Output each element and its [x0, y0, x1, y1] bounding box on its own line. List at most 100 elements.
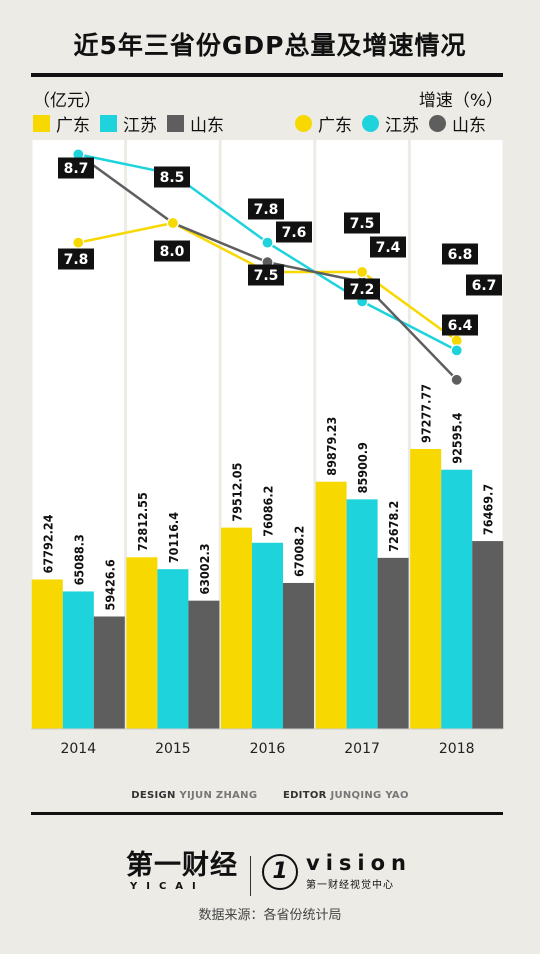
growth-value-label: 6.7 — [472, 278, 497, 294]
gdp-unit-label: （亿元） — [33, 91, 101, 111]
growth-value-label: 8.0 — [160, 244, 185, 260]
growth-value-label: 7.4 — [376, 240, 401, 256]
gdp-bar — [62, 591, 94, 729]
growth-value-label: 7.2 — [350, 282, 375, 298]
x-tick-label: 2014 — [60, 741, 96, 757]
design-label: DESIGN — [131, 790, 176, 801]
gdp-bar — [188, 600, 220, 729]
growth-label-box — [248, 264, 284, 286]
gdp-value-label: 65088.3 — [71, 534, 86, 585]
gdp-bar — [410, 449, 442, 729]
top-rule — [31, 73, 503, 77]
editor-label: EDITOR — [282, 790, 327, 801]
gdp-value-label: 97277.77 — [419, 384, 434, 443]
legend-item-guangdong: 广东 — [33, 111, 90, 136]
growth-value-label: 8.5 — [160, 170, 185, 186]
gdp-value-label: 92595.4 — [450, 412, 465, 463]
growth-point — [261, 236, 274, 249]
legend-label: 广东 — [318, 115, 352, 136]
legend-swatch — [100, 114, 117, 132]
design-name: YIJUN ZHANG — [179, 790, 258, 801]
x-tick-label: 2015 — [155, 741, 191, 757]
growth-label-box — [154, 240, 190, 262]
growth-label-box — [58, 157, 94, 179]
gdp-bar — [472, 541, 504, 729]
growth-label-box — [154, 166, 190, 188]
x-tick-label: 2018 — [439, 741, 475, 757]
gdp-bar — [157, 569, 189, 729]
gdp-value-label: 72812.55 — [135, 492, 150, 551]
growth-value-label: 8.7 — [64, 161, 89, 177]
growth-point — [166, 216, 179, 230]
growth-point — [450, 373, 463, 386]
legend-item-shandong: 山东 — [167, 111, 224, 136]
growth-value-label: 7.5 — [350, 216, 375, 232]
growth-unit-label: 增速（%） — [418, 91, 503, 111]
gdp-bar — [346, 499, 378, 729]
legend-swatch — [33, 114, 50, 132]
legend-label: 山东 — [452, 115, 486, 136]
gdp-bar — [377, 557, 409, 729]
growth-label-box — [344, 278, 380, 300]
x-tick-label: 2017 — [344, 741, 380, 757]
gdp-bar — [283, 582, 314, 729]
legend-item-guangdong: 广东 — [295, 111, 352, 136]
gdp-value-label: 67008.2 — [292, 526, 307, 577]
x-tick-label: 2016 — [250, 741, 286, 757]
growth-label-box — [442, 243, 478, 265]
gdp-value-label: 79512.05 — [230, 462, 245, 521]
legend-item-jiangsu: 江苏 — [100, 111, 157, 136]
gdp-value-label: 63002.3 — [197, 543, 212, 594]
growth-point — [72, 236, 85, 249]
growth-legend: 广东 江苏 山东 — [295, 111, 496, 136]
legend-item-shandong: 山东 — [429, 111, 486, 136]
editor-name: JUNQING YAO — [330, 790, 409, 801]
growth-point — [450, 344, 463, 357]
growth-value-label: 7.8 — [254, 202, 279, 218]
growth-label-box — [58, 248, 94, 270]
legend-label: 江苏 — [385, 115, 419, 136]
growth-value-label: 6.4 — [448, 318, 473, 334]
growth-label-box — [344, 212, 380, 234]
legend-label: 山东 — [190, 115, 224, 136]
growth-value-label: 6.8 — [448, 247, 473, 263]
yicai-logo-sub: YICAI — [130, 881, 205, 892]
gdp-value-label: 76086.2 — [261, 486, 276, 537]
vision-logo: 1 vision 第一财经视觉中心 — [262, 852, 412, 891]
gdp-value-label: 67792.24 — [40, 514, 55, 573]
growth-label-box — [466, 274, 502, 296]
legend-item-jiangsu: 江苏 — [362, 111, 419, 136]
gdp-value-label: 89879.23 — [324, 417, 339, 476]
gdp-bar — [126, 557, 158, 729]
gdp-bar — [252, 542, 283, 729]
chart-title: 近5年三省份GDP总量及增速情况 — [73, 31, 467, 60]
legend-dot — [429, 114, 446, 132]
growth-value-label: 7.8 — [64, 252, 89, 268]
legend-swatch — [167, 114, 184, 132]
credits: DESIGN YIJUN ZHANG EDITOR JUNQING YAO — [0, 790, 540, 801]
gdp-value-label: 85900.9 — [355, 442, 370, 493]
gdp-bar — [31, 579, 63, 729]
legend-label: 广东 — [56, 115, 90, 136]
data-source: 数据来源：各省份统计局 — [198, 908, 342, 923]
gdp-bar — [221, 527, 252, 729]
gdp-value-label: 76469.7 — [481, 484, 496, 535]
gdp-bar — [441, 469, 473, 729]
growth-value-label: 7.6 — [282, 225, 307, 241]
gdp-value-label: 59426.6 — [102, 559, 117, 610]
gdp-bar — [93, 616, 125, 729]
gdp-bar — [315, 481, 347, 729]
vision-logo-mark: 1 — [262, 853, 298, 890]
bottom-rule — [31, 812, 503, 815]
growth-label-box — [442, 314, 478, 336]
growth-point — [356, 265, 369, 279]
yicai-logo-main: 第一财经 — [126, 850, 238, 881]
growth-value-label: 7.5 — [254, 268, 279, 284]
legend-label: 江苏 — [123, 115, 157, 136]
gdp-legend: 广东 江苏 山东 — [33, 111, 234, 136]
growth-label-box — [248, 198, 284, 220]
logo-divider — [250, 856, 251, 896]
growth-label-box — [276, 221, 312, 243]
legend-dot — [362, 114, 379, 132]
